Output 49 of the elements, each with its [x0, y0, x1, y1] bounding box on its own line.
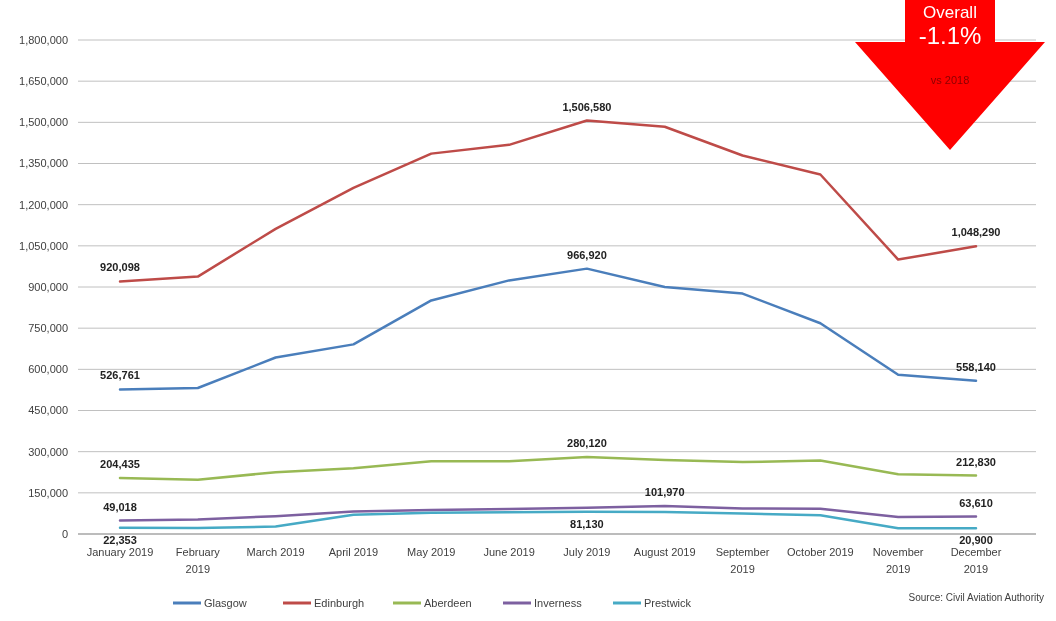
- legend-label: Inverness: [534, 596, 583, 609]
- data-label: 49,018: [103, 500, 137, 513]
- legend-label: Glasgow: [204, 596, 247, 609]
- annotation: vs 2018: [930, 74, 970, 86]
- x-tick-label: September 2019: [715, 546, 770, 575]
- data-label: 101,970: [644, 486, 685, 499]
- legend-label: Edinburgh: [314, 596, 365, 609]
- x-tick-label: December 2019: [950, 546, 1002, 575]
- x-tick-label: March 2019: [246, 546, 305, 558]
- data-label: 204,435: [100, 457, 140, 470]
- annotation: -1.1%: [918, 22, 982, 49]
- y-tick-label: 450,000: [28, 404, 68, 417]
- y-tick-label: 1,050,000: [19, 239, 68, 252]
- y-tick-label: 1,650,000: [19, 75, 68, 88]
- y-tick-label: 0: [61, 527, 68, 540]
- data-label: 920,098: [100, 261, 140, 274]
- legend-label: Aberdeen: [424, 596, 472, 609]
- data-label: 526,761: [100, 369, 140, 382]
- x-tick-label: August 2019: [633, 546, 696, 558]
- y-tick-label: 1,500,000: [19, 116, 68, 129]
- data-label: 63,610: [959, 496, 993, 509]
- y-tick-label: 600,000: [28, 363, 68, 376]
- x-tick-label: October 2019: [787, 546, 854, 558]
- data-label: 212,830: [956, 455, 996, 468]
- data-label: 22,353: [103, 533, 137, 546]
- data-label: 280,120: [567, 437, 607, 450]
- x-tick-label: November 2019: [872, 546, 924, 575]
- x-tick-label: April 2019: [328, 546, 379, 558]
- y-tick-label: 1,350,000: [19, 157, 68, 170]
- data-label: 1,506,580: [562, 100, 612, 113]
- legend-label: Prestwick: [644, 596, 692, 609]
- y-tick-label: 750,000: [28, 322, 68, 335]
- data-label: 558,140: [956, 360, 996, 373]
- y-tick-label: 1,200,000: [19, 198, 68, 211]
- y-tick-label: 900,000: [28, 280, 68, 293]
- y-tick-label: 300,000: [28, 445, 68, 458]
- source-note: Source: Civil Aviation Authority: [908, 592, 1044, 603]
- x-tick-label: July 2019: [563, 546, 611, 558]
- text: Overall: [923, 3, 977, 22]
- y-tick-label: 150,000: [28, 486, 68, 499]
- x-tick-label: May 2019: [407, 546, 456, 558]
- data-label: 1,048,290: [951, 226, 1001, 239]
- x-tick-label: January 2019: [86, 546, 154, 558]
- data-label: 81,130: [570, 517, 604, 530]
- data-label: 20,900: [959, 534, 993, 547]
- y-tick-label: 1,800,000: [19, 33, 68, 46]
- data-label: 966,920: [567, 248, 607, 261]
- x-tick-label: June 2019: [483, 546, 535, 558]
- x-tick-label: February 2019: [175, 546, 221, 575]
